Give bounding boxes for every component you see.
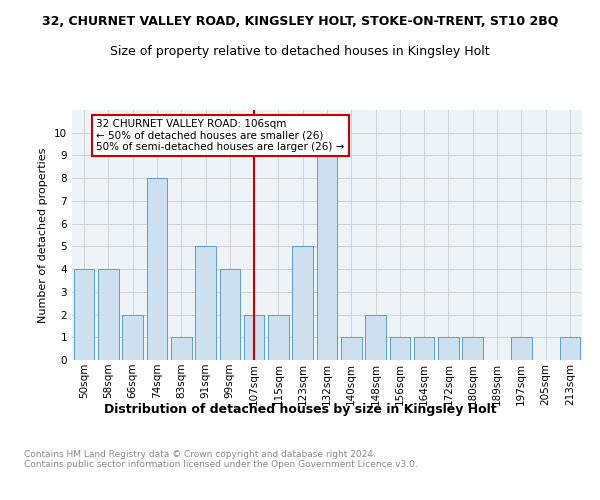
Bar <box>171 338 191 360</box>
Bar <box>414 338 434 360</box>
Text: Size of property relative to detached houses in Kingsley Holt: Size of property relative to detached ho… <box>110 45 490 58</box>
Bar <box>146 178 167 360</box>
Bar <box>268 314 289 360</box>
Text: Distribution of detached houses by size in Kingsley Holt: Distribution of detached houses by size … <box>104 402 496 415</box>
Bar <box>560 338 580 360</box>
Bar <box>341 338 362 360</box>
Text: 32, CHURNET VALLEY ROAD, KINGSLEY HOLT, STOKE-ON-TRENT, ST10 2BQ: 32, CHURNET VALLEY ROAD, KINGSLEY HOLT, … <box>42 15 558 28</box>
Bar <box>317 156 337 360</box>
Bar <box>244 314 265 360</box>
Bar <box>438 338 459 360</box>
Text: Contains HM Land Registry data © Crown copyright and database right 2024.
Contai: Contains HM Land Registry data © Crown c… <box>24 450 418 469</box>
Bar <box>365 314 386 360</box>
Bar <box>463 338 483 360</box>
Bar <box>98 269 119 360</box>
Bar <box>220 269 240 360</box>
Bar <box>389 338 410 360</box>
Y-axis label: Number of detached properties: Number of detached properties <box>38 148 49 322</box>
Bar <box>74 269 94 360</box>
Bar <box>511 338 532 360</box>
Bar <box>292 246 313 360</box>
Bar <box>195 246 216 360</box>
Bar <box>122 314 143 360</box>
Text: 32 CHURNET VALLEY ROAD: 106sqm
← 50% of detached houses are smaller (26)
50% of : 32 CHURNET VALLEY ROAD: 106sqm ← 50% of … <box>96 119 344 152</box>
